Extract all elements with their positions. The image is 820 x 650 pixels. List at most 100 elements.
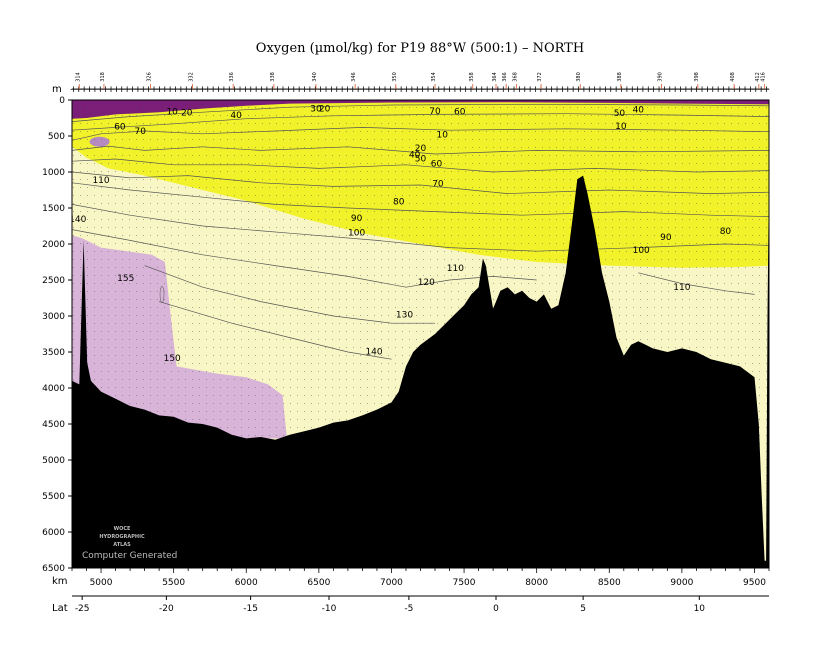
depth-unit-label: m [52,84,62,95]
station-label-3: 332 [189,72,195,82]
station-marker: + [483,85,491,95]
station-label-15: 380 [576,72,582,82]
station-marker: + [419,85,427,95]
station-marker: + [752,85,760,95]
station-marker: + [559,85,567,95]
station-marker: + [424,85,432,95]
station-marker: + [741,85,749,95]
station-marker: + [451,85,459,95]
station-marker: + [704,85,712,95]
station-marker: + [338,85,346,95]
depth-tick-label-12: 6000 [42,528,65,538]
station-label-14: 372 [537,72,543,82]
depth-tick-label-6: 3000 [42,312,65,322]
station-label-21: 416 [761,72,767,82]
station-marker: + [268,85,276,95]
station-marker: + [489,85,497,95]
station-marker: + [494,85,502,95]
station-marker: + [634,85,642,95]
station-marker: + [542,85,550,95]
station-marker: + [585,85,593,95]
contour-label-16: 60 [431,159,443,169]
station-marker: + [403,85,411,95]
depth-tick-label-4: 2000 [42,240,65,250]
station-marker: + [220,85,228,95]
station-marker: + [344,85,352,95]
latitude-tick-label-1: -20 [159,604,174,614]
contour-label-11: 10 [615,122,627,132]
station-marker: + [295,85,303,95]
contour-label-21: 110 [92,176,109,186]
station-marker: + [365,85,373,95]
station-marker: + [510,85,518,95]
station-marker: + [392,85,400,95]
station-marker: + [478,85,486,95]
station-label-10: 358 [469,72,475,82]
contour-label-20: 100 [348,228,365,238]
station-marker: + [575,85,583,95]
station-marker: + [301,85,309,95]
contour-label-6: 20 [319,105,331,115]
station-marker: + [328,85,336,95]
station-marker: + [306,85,314,95]
contour-label-17: 70 [432,180,444,190]
latitude-tick-label-2: -15 [243,604,258,614]
station-marker: + [91,85,99,95]
station-marker: + [720,85,728,95]
contour-label-31: 80 [720,227,732,237]
distance-unit-label: km [52,576,68,587]
station-marker: + [731,85,739,95]
depth-tick-label-8: 4000 [42,384,65,394]
contour-label-5: 30 [310,105,322,115]
depth-tick-label-0: 0 [59,96,65,106]
station-marker: + [311,85,319,95]
station-marker: + [150,85,158,95]
station-marker: + [682,85,690,95]
station-marker: + [381,85,389,95]
station-marker: + [473,85,481,95]
station-axis: ++++++++++++++++++++++++++++++++++++++++… [70,72,771,95]
station-marker: + [505,85,513,95]
latitude-tick-label-4: -5 [404,604,413,614]
depth-tick-label-1: 500 [48,132,65,142]
station-label-18: 398 [694,72,700,82]
contour-label-24: 150 [164,354,181,364]
station-marker: + [602,85,610,95]
station-marker: + [145,85,153,95]
contour-label-8: 60 [454,108,466,118]
distance-tick-label-9: 9500 [743,578,766,588]
latitude-axis: -25 -20 -15 -10 -5 0 5 10 [72,595,769,614]
contour-label-0: 60 [114,123,126,133]
station-marker: + [333,85,341,95]
station-marker: + [655,85,663,95]
contour-label-25: 140 [365,347,382,357]
station-marker: + [156,85,164,95]
station-marker: + [521,85,529,95]
station-marker: + [86,85,94,95]
station-marker: + [134,85,142,95]
station-marker: + [591,85,599,95]
contour-label-3: 20 [181,109,193,119]
station-marker: + [322,85,330,95]
station-marker: + [123,85,131,95]
depth-tick-label-2: 1000 [42,168,65,178]
station-marker: + [371,85,379,95]
station-label-20: 412 [755,72,761,82]
contour-label-12: 10 [437,131,449,141]
station-marker: + [639,85,647,95]
station-marker: + [172,85,180,95]
seafloor [72,172,769,568]
station-marker: + [252,85,260,95]
contour-label-10: 40 [633,105,645,115]
contour-label-27: 120 [418,278,435,288]
contour-label-4: 10 [166,108,178,118]
station-marker: + [596,85,604,95]
station-marker: + [97,85,105,95]
logo-line-atlas: ATLAS [113,542,131,548]
station-marker: + [457,85,465,95]
station-marker: + [199,85,207,95]
station-marker: + [736,85,744,95]
station-marker: + [714,85,722,95]
station-marker: + [564,85,572,95]
